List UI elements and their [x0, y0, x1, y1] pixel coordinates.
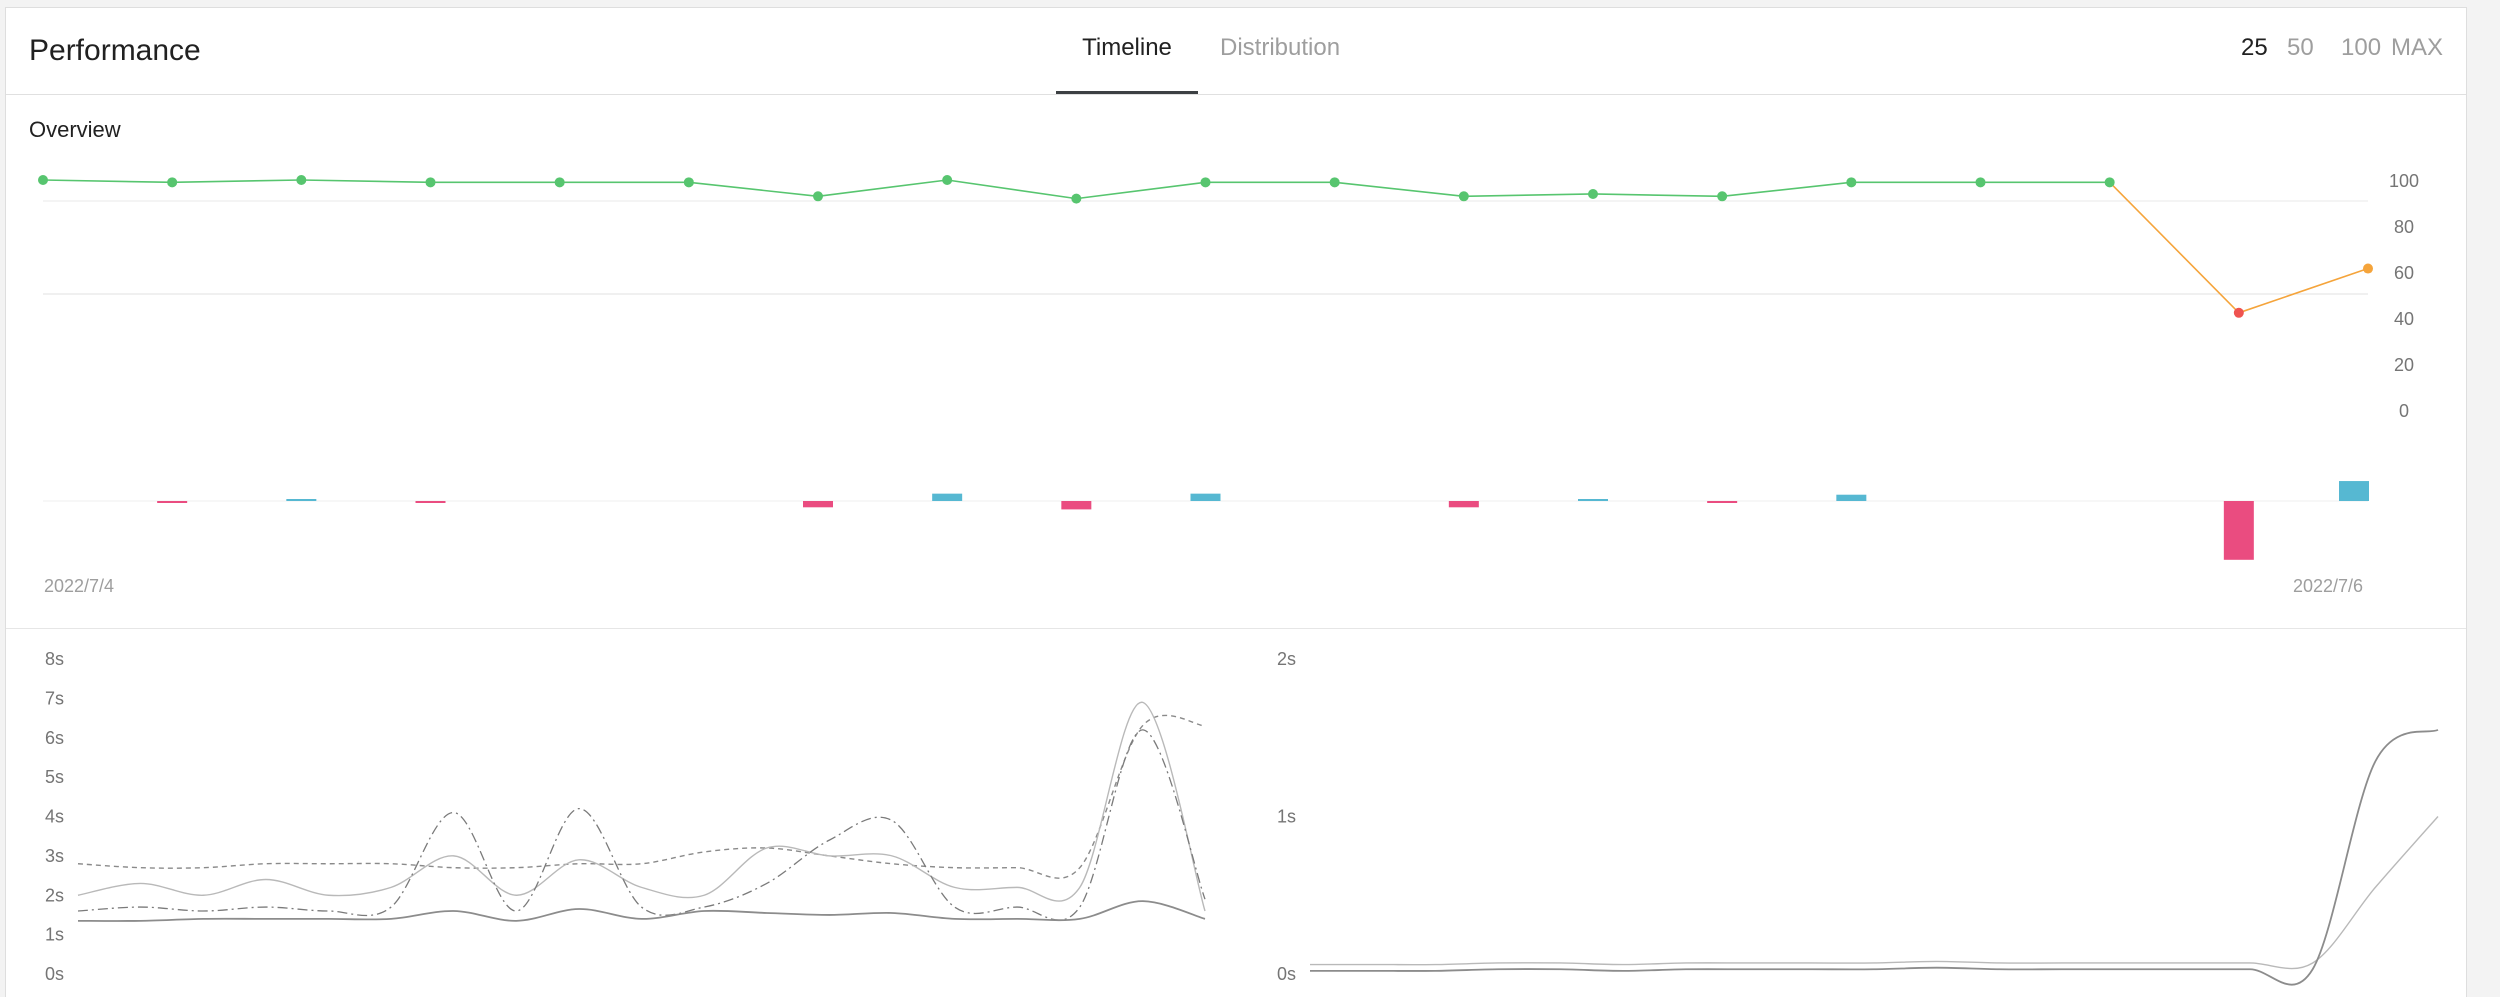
overview-line-segment [817, 179, 948, 198]
overview-line-segment [947, 179, 1077, 200]
change-bar [1448, 501, 1479, 508]
overview-line-segment [2238, 267, 2369, 314]
timing-ytick: 7s [45, 688, 64, 708]
timing-ytick: 1s [1277, 807, 1296, 827]
overview-point [1071, 193, 1082, 204]
change-bar [1578, 499, 1608, 501]
overview-point [38, 175, 48, 185]
overview-line-segment [42, 179, 173, 184]
overview-point [2363, 263, 2373, 274]
change-bar [157, 501, 188, 503]
start-date-label: 2022/7/4 [44, 576, 115, 596]
overview-chart: 100 80 60 40 20 0 [38, 171, 2419, 560]
change-bar [1190, 493, 1221, 501]
overview-point [813, 191, 823, 202]
end-date-label: 2022/7/6 [2293, 576, 2364, 596]
overview-point [425, 177, 436, 188]
range-25-button[interactable]: 25 [2241, 34, 2268, 61]
overview-ytick: 100 [2389, 171, 2419, 191]
overview-point [1846, 177, 1857, 188]
overview-point [296, 175, 307, 185]
timing-ytick: 8s [45, 649, 64, 669]
timing-series-dashed [77, 714, 1206, 879]
card-header: Performance Timeline Distribution 25 50 … [6, 8, 2466, 95]
timing-series-solid-dark [77, 900, 1206, 922]
overview-line-segment [688, 181, 819, 198]
performance-card: Performance Timeline Distribution 25 50 … [5, 7, 2467, 997]
tab-distribution[interactable]: Distribution [1220, 34, 1341, 61]
overview-point [1200, 177, 1211, 188]
overview-title: Overview [29, 117, 121, 142]
timing-chart-left: 8s 7s 6s 5s 4s 3s 2s 1s 0s [45, 649, 1206, 984]
range-100-button[interactable]: 100 [2341, 34, 2382, 61]
timing-series-solid-light [1310, 816, 2439, 970]
change-bar [2223, 501, 2254, 560]
overview-point [2233, 307, 2244, 318]
timing-ytick: 1s [45, 925, 64, 945]
timing-chart-right: 2s 1s 0s [1277, 649, 2439, 986]
change-bar [2339, 481, 2369, 501]
timing-ytick: 2s [45, 885, 64, 905]
overview-line-segment [172, 179, 302, 184]
change-bar [1836, 494, 1867, 501]
overview-point [1975, 177, 1986, 188]
overview-line-segment [1722, 181, 1852, 198]
change-bar [415, 501, 446, 503]
overview-ytick: 80 [2394, 217, 2414, 237]
overview-point [1458, 191, 1469, 202]
overview-ytick: 20 [2394, 355, 2414, 375]
timing-ytick: 0s [45, 964, 64, 984]
tab-timeline[interactable]: Timeline [1056, 34, 1198, 94]
overview-point [1329, 177, 1340, 188]
range-50-button[interactable]: 50 [2287, 34, 2314, 61]
overview-point [683, 177, 694, 188]
range-max-button[interactable]: MAX [2391, 34, 2444, 61]
timing-ytick: 3s [45, 846, 64, 866]
change-bar [803, 501, 833, 508]
change-bar [1061, 501, 1092, 510]
change-bar [1707, 501, 1738, 503]
overview-point [1588, 188, 1598, 199]
page-title: Performance [29, 34, 201, 67]
timing-ytick: 5s [45, 767, 64, 787]
section-divider [6, 628, 2466, 629]
timing-ytick: 0s [1277, 964, 1296, 984]
overview-line-segment [1592, 193, 1723, 198]
timing-ytick: 4s [45, 807, 64, 827]
timing-ytick: 2s [1277, 649, 1296, 669]
timing-ytick: 6s [45, 728, 64, 748]
overview-line-segment [1076, 181, 1206, 200]
overview-line-segment [301, 179, 431, 184]
overview-point [942, 175, 953, 185]
overview-point [167, 177, 178, 188]
change-bar [286, 499, 317, 501]
overview-point [2104, 177, 2115, 188]
overview-line-segment [1463, 193, 1594, 198]
overview-line-segment [2109, 181, 2240, 314]
timing-series-solid-light [77, 701, 1206, 912]
overview-ytick: 40 [2394, 309, 2414, 329]
overview-ytick: 60 [2394, 263, 2414, 283]
change-bar [932, 493, 963, 501]
overview-line-segment [1334, 181, 1464, 198]
overview-ytick: 0 [2399, 401, 2409, 421]
overview-point [1717, 191, 1728, 202]
timing-series-dashdot [77, 729, 1206, 921]
overview-point [554, 177, 565, 188]
timing-series-solid-dark [1310, 729, 2439, 986]
